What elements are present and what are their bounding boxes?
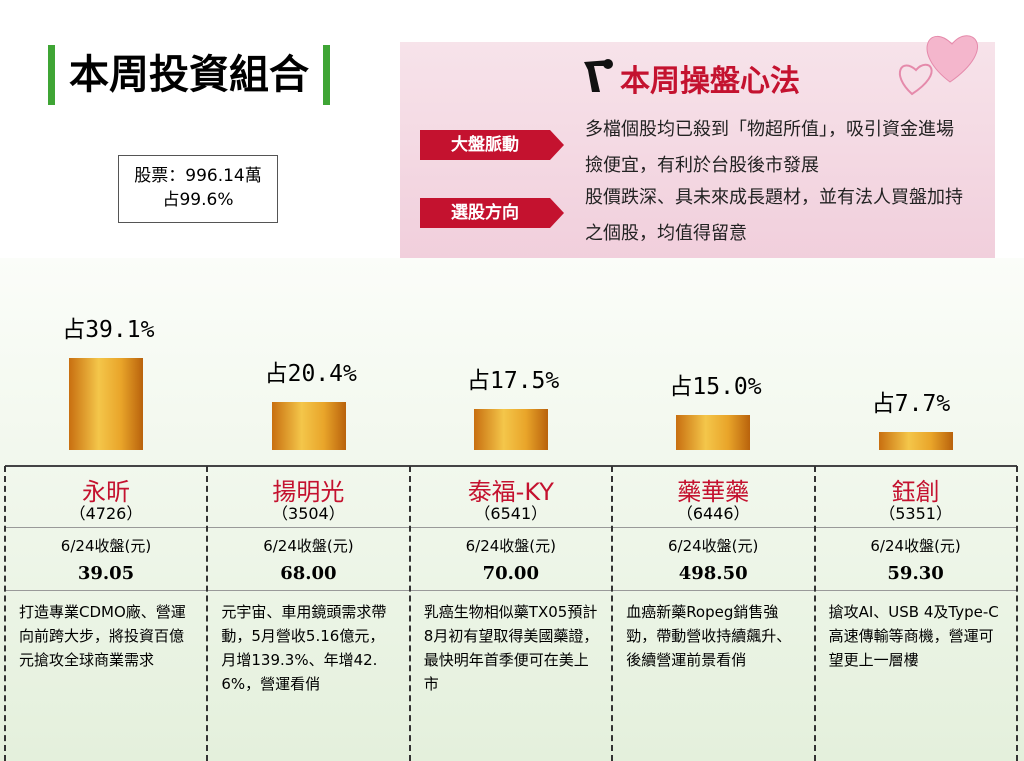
strategy-text: 股價跌深、具未來成長題材，並有法人買盤加持之個股，均值得留意 (585, 187, 963, 244)
description: 乳癌生物相似藥TX05預計8月初有望取得美國藥證，最快明年首季便可在美上市 (423, 603, 599, 693)
price: 59.30 (887, 563, 944, 584)
column-separator (813, 466, 816, 761)
strategy-title: 本周操盤心法 (620, 64, 800, 99)
column-separator (4, 466, 6, 761)
stock-name: 揚明光 (272, 478, 345, 506)
divider (5, 527, 1017, 528)
value-label: 占17.5% (467, 367, 560, 394)
stock-name: 泰福-KY (467, 478, 554, 506)
strategy-text: 多檔個股均已殺到「物超所值」，吸引資金進場撿便宜，有利於台股後市發展 (585, 119, 954, 176)
price-label: 6/24收盤(元) (60, 537, 152, 555)
value-label: 占20.4% (264, 361, 357, 388)
price: 498.50 (678, 563, 748, 584)
stock-name: 藥華藥 (677, 478, 750, 506)
column-separator (611, 466, 614, 761)
description: 打造專業CDMO廠、營運向前跨大步，將投資百億元搶攻全球商業需求 (19, 603, 186, 669)
summary-box: 股票：996.14萬 占99.6% (118, 155, 278, 223)
price: 70.00 (482, 563, 539, 584)
price-label: 6/24收盤(元) (667, 537, 759, 555)
bar (271, 402, 346, 450)
tag: 大盤脈動 (420, 130, 564, 160)
stock-code: （5351） (879, 504, 952, 523)
price-label: 6/24收盤(元) (465, 537, 556, 555)
price-label: 6/24收盤(元) (870, 537, 961, 555)
price: 39.05 (77, 563, 135, 584)
summary-line: 股票：996.14萬 (134, 166, 262, 186)
bar (878, 431, 953, 450)
chart-area (0, 258, 1024, 761)
title: 本周投資組合 (48, 45, 330, 105)
price: 68.00 (280, 563, 337, 584)
price-label: 6/24收盤(元) (263, 537, 354, 555)
value-label: 占15.0% (669, 373, 762, 400)
icon (584, 59, 613, 92)
bar (676, 414, 751, 450)
divider (5, 590, 1017, 591)
hearts (899, 35, 978, 96)
stock-name: 鈺創 (891, 478, 940, 506)
strategy-panel: 本周操盤心法 大盤脈動 多檔個股均已殺到「物超所值」，吸引資金進場撿便宜，有利於… (400, 35, 995, 258)
column-separator (408, 466, 411, 761)
divider (5, 465, 1017, 467)
stock-name: 永昕 (82, 478, 130, 506)
stock-code: （6541） (474, 504, 548, 523)
value-label: 占39.1% (62, 317, 155, 344)
summary-line: 占99.6% (162, 190, 234, 210)
stock-code: （6446） (676, 504, 750, 523)
column-separator (1016, 466, 1018, 761)
description: 血癌新藥Ropeg銷售強勁，帶動營收持續飆升、後續營運前景看俏 (626, 603, 792, 669)
description: 搶攻AI、USB 4及Type-C高速傳輸等商機，營運可望更上一層樓 (828, 603, 999, 669)
column-separator (206, 466, 209, 761)
bar (474, 408, 548, 450)
value-label: 占7.7% (871, 390, 951, 417)
bar (69, 358, 144, 450)
description: 元宇宙、車用鏡頭需求帶動，5月營收5.16億元，月增139.3%、年增42.6%… (221, 603, 387, 693)
stock-code: （3504） (272, 504, 345, 523)
tag: 選股方向 (420, 198, 564, 228)
stock-code: （4726） (69, 504, 143, 523)
